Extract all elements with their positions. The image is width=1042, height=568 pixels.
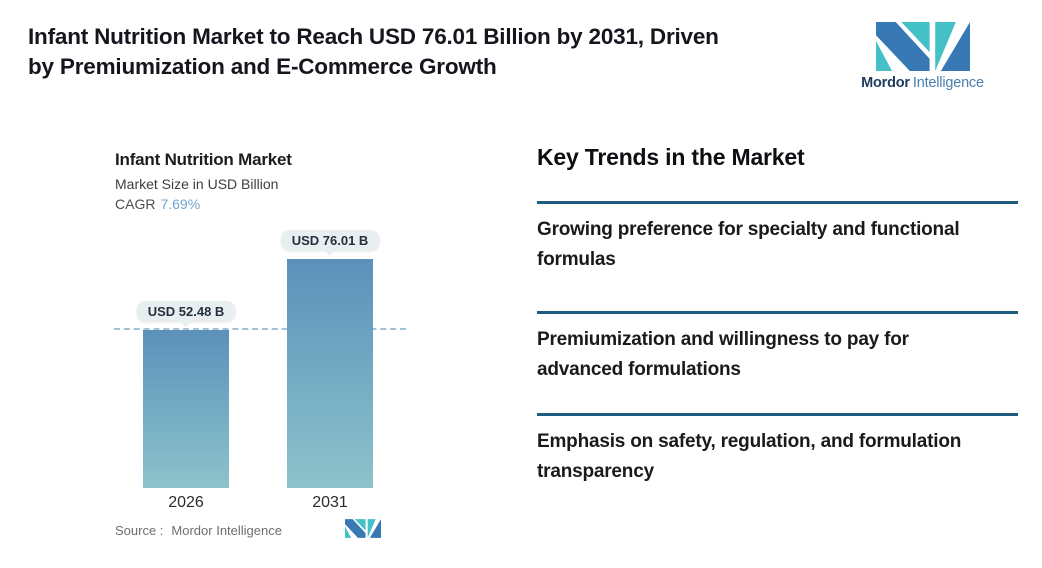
bar-2026-category-label: 2026 — [168, 494, 204, 511]
page-title: Infant Nutrition Market to Reach USD 76.… — [28, 22, 858, 82]
cagr-label: CAGR — [115, 196, 156, 212]
page-title-line-2: by Premiumization and E-Commerce Growth — [28, 54, 497, 79]
brand-name: Mordor Intelligence — [860, 75, 985, 91]
bar-2026: USD 52.48 B 2026 — [136, 301, 236, 511]
page-title-line-1: Infant Nutrition Market to Reach USD 76.… — [28, 24, 719, 49]
source-label: Source : — [115, 523, 164, 538]
brand-logo: Mordor Intelligence — [860, 22, 985, 91]
brand-name-bold: Mordor — [861, 75, 910, 91]
cagr-value: 7.69% — [160, 196, 201, 212]
reference-line — [114, 328, 406, 330]
bar-chart-plot: USD 52.48 B 2026 USD 76.01 B 2031 — [114, 230, 406, 511]
bar-2026-value-label: USD 52.48 B — [136, 301, 236, 322]
source-attribution: Source : Mordor Intelligence — [115, 523, 282, 538]
bar-2031-value-label: USD 76.01 B — [280, 230, 380, 251]
chart-header: Infant Nutrition Market Market Size in U… — [115, 150, 292, 212]
trend-item-3: Emphasis on safety, regulation, and form… — [537, 413, 1018, 486]
key-trends-section: Key Trends in the Market Growing prefere… — [537, 144, 1018, 486]
mordor-intelligence-logo-icon — [860, 22, 985, 71]
source-value: Mordor Intelligence — [171, 523, 282, 538]
chart-subtitle: Market Size in USD Billion — [115, 176, 279, 192]
key-trends-heading: Key Trends in the Market — [537, 144, 805, 170]
bar-2031: USD 76.01 B 2031 — [280, 230, 380, 511]
trend-item-2: Premiumization and willingness to pay fo… — [537, 311, 1018, 413]
chart-cagr: CAGR 7.69% — [115, 196, 292, 212]
trend-item-1: Growing preference for specialty and fun… — [537, 201, 1018, 311]
trend-item-1-text: Growing preference for specialty and fun… — [537, 219, 960, 270]
bar-2031-category-label: 2031 — [312, 494, 348, 511]
trend-item-3-text: Emphasis on safety, regulation, and form… — [537, 431, 962, 482]
chart-title: Infant Nutrition Market — [115, 150, 292, 169]
trend-item-2-text: Premiumization and willingness to pay fo… — [537, 329, 909, 380]
brand-name-light: Intelligence — [912, 75, 984, 91]
mordor-intelligence-mini-logo-icon — [345, 519, 381, 543]
